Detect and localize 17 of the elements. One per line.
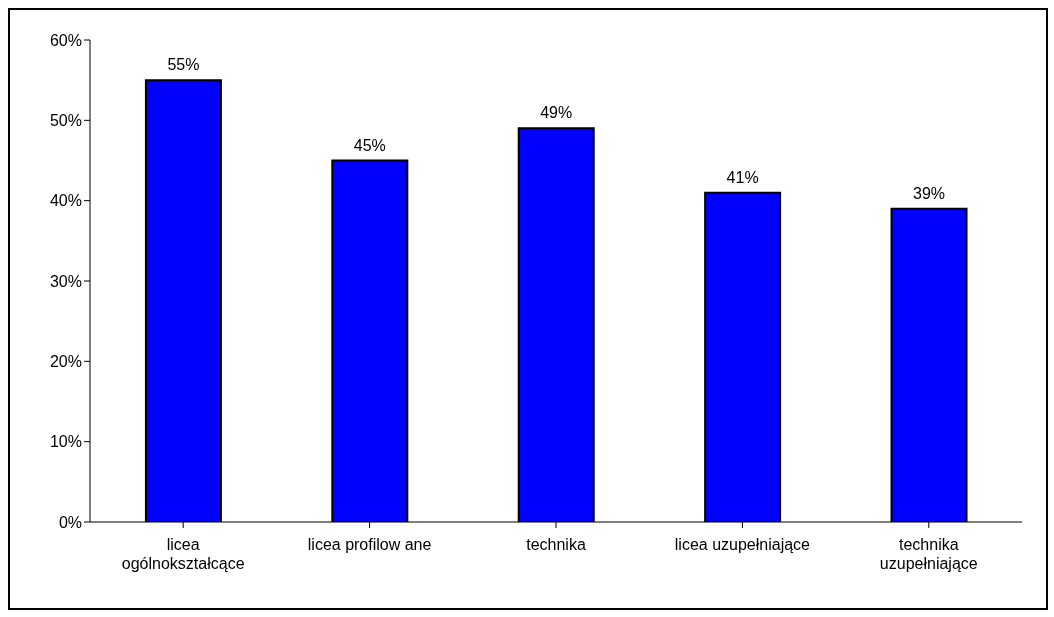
data-label: 55% — [167, 56, 200, 74]
y-tick-label: 20% — [49, 353, 82, 371]
x-tick-label: technika — [526, 536, 586, 553]
y-tick-label: 30% — [49, 272, 82, 290]
y-tick-label: 40% — [49, 192, 82, 210]
x-tick-label: licea profilow ane — [307, 536, 432, 553]
x-tick-label: licea ogólnokształcące — [121, 536, 245, 572]
y-tick-label: 60% — [49, 31, 82, 49]
x-tick-label: technika uzupełniające — [879, 536, 978, 572]
data-label: 41% — [726, 168, 759, 186]
y-tick-label: 0% — [58, 513, 82, 531]
y-tick-label: 10% — [49, 433, 82, 451]
data-label: 49% — [540, 104, 573, 122]
x-tick-label: licea uzupełniające — [674, 536, 811, 553]
y-tick-label: 50% — [49, 112, 82, 130]
data-label: 45% — [353, 136, 386, 154]
data-label: 39% — [913, 184, 946, 202]
